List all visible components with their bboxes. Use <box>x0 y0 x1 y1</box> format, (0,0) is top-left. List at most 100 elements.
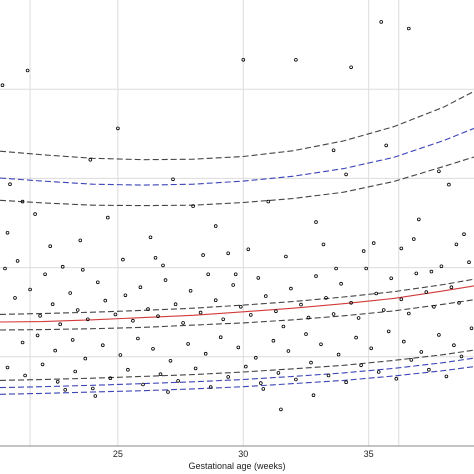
data-point-33 <box>371 241 376 245</box>
data-point-90 <box>53 348 57 353</box>
data-point-154 <box>454 242 459 247</box>
data-point-91 <box>70 338 75 342</box>
data-point-114 <box>452 343 456 348</box>
data-point-148 <box>201 253 205 257</box>
curve-3 <box>0 278 474 315</box>
data-point-128 <box>208 385 213 389</box>
data-point-51 <box>163 278 168 282</box>
data-point-4 <box>5 231 10 235</box>
data-point-133 <box>294 377 298 382</box>
data-point-136 <box>344 380 348 385</box>
data-point-6 <box>48 244 52 249</box>
data-point-160 <box>63 387 67 392</box>
data-point-120 <box>73 369 77 374</box>
data-point-54 <box>188 288 193 293</box>
curve-1 <box>0 127 474 186</box>
data-point-78 <box>389 276 394 281</box>
data-point-48 <box>138 285 143 290</box>
data-point-76 <box>374 291 379 296</box>
data-point-104 <box>286 349 291 353</box>
data-point-93 <box>101 343 105 348</box>
data-point-137 <box>359 363 363 368</box>
data-point-112 <box>419 350 424 354</box>
data-point-41 <box>75 308 80 312</box>
data-point-31 <box>462 232 466 237</box>
data-point-71 <box>331 312 336 316</box>
data-point-65 <box>281 324 286 329</box>
data-point-59 <box>231 283 236 287</box>
data-point-108 <box>354 335 358 340</box>
data-point-56 <box>206 272 211 277</box>
data-point-140 <box>409 358 414 362</box>
data-point-20 <box>349 65 353 70</box>
data-point-26 <box>437 169 441 174</box>
data-point-87 <box>467 260 471 265</box>
data-point-95 <box>136 336 140 341</box>
data-point-28 <box>266 199 271 204</box>
data-point-96 <box>151 346 155 351</box>
data-point-119 <box>55 379 60 384</box>
data-point-60 <box>239 304 243 309</box>
data-point-135 <box>326 373 331 378</box>
data-point-82 <box>424 290 429 294</box>
data-point-5 <box>33 212 37 216</box>
data-points <box>0 20 474 412</box>
data-point-52 <box>173 302 178 307</box>
data-point-127 <box>193 366 198 371</box>
data-point-70 <box>324 296 328 300</box>
data-point-101 <box>236 345 241 350</box>
data-point-155 <box>279 407 283 412</box>
data-point-102 <box>254 355 258 360</box>
data-point-98 <box>186 342 190 346</box>
data-point-105 <box>304 332 308 336</box>
data-point-84 <box>439 264 444 269</box>
data-point-99 <box>203 351 208 356</box>
data-point-86 <box>457 300 461 305</box>
data-point-30 <box>416 217 421 222</box>
data-point-85 <box>449 285 454 290</box>
data-point-130 <box>244 364 248 369</box>
data-point-83 <box>432 304 436 309</box>
data-point-3 <box>20 199 25 204</box>
data-point-11 <box>106 215 110 220</box>
data-point-61 <box>249 313 253 317</box>
data-point-132 <box>276 371 281 375</box>
data-point-138 <box>376 370 381 374</box>
grid <box>0 0 474 446</box>
data-point-142 <box>444 374 449 379</box>
data-point-55 <box>198 310 203 315</box>
data-point-79 <box>399 297 404 302</box>
data-point-58 <box>221 317 226 322</box>
data-point-72 <box>339 281 343 286</box>
data-point-19 <box>294 57 298 62</box>
data-point-67 <box>299 302 303 307</box>
data-point-50 <box>156 314 160 319</box>
data-point-27 <box>447 182 451 187</box>
data-point-92 <box>83 356 88 361</box>
data-point-29 <box>314 220 318 224</box>
data-point-38 <box>50 302 55 307</box>
data-point-32 <box>226 251 231 256</box>
data-point-157 <box>261 387 266 391</box>
data-point-22 <box>406 26 411 31</box>
data-point-49 <box>146 307 150 311</box>
data-point-111 <box>401 339 406 344</box>
data-point-80 <box>406 311 411 316</box>
data-point-23 <box>331 148 336 153</box>
data-point-145 <box>81 267 85 272</box>
data-point-43 <box>96 280 100 285</box>
data-point-66 <box>289 286 293 291</box>
data-point-18 <box>241 57 246 62</box>
data-point-116 <box>5 365 10 370</box>
data-point-63 <box>263 294 268 298</box>
data-point-97 <box>168 358 173 363</box>
data-point-77 <box>381 308 386 312</box>
curve-8 <box>0 366 474 395</box>
data-point-162 <box>233 272 238 277</box>
x-tick-label-1: 30 <box>238 449 248 459</box>
x-tick-label-2: 35 <box>364 449 374 459</box>
data-point-158 <box>166 390 170 394</box>
data-point-88 <box>20 340 25 345</box>
data-point-53 <box>181 321 185 325</box>
